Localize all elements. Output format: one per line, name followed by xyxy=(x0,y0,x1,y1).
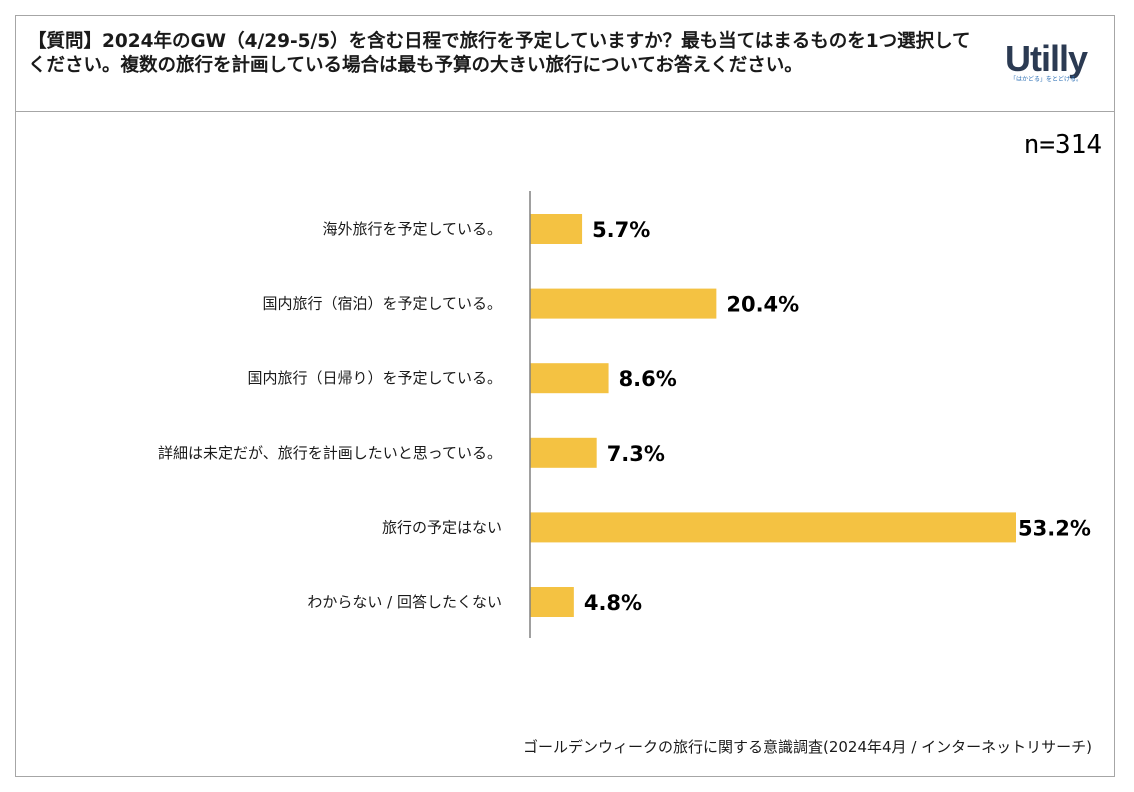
category-label-0: 海外旅行を予定している。 xyxy=(322,220,502,238)
logo-tagline: 「はかどる」をとどける。 xyxy=(1009,76,1082,83)
category-label-5: わからない / 回答したくない xyxy=(307,593,502,611)
category-label-3: 詳細は未定だが、旅行を計画したいと思っている。 xyxy=(158,444,502,462)
value-label-1: 20.4% xyxy=(726,293,799,317)
category-label-2: 国内旅行（日帰り）を予定している。 xyxy=(247,369,502,387)
value-label-2: 8.6% xyxy=(619,367,677,391)
category-label-4: 旅行の予定はない xyxy=(382,518,502,536)
bar-5 xyxy=(530,587,574,617)
bar-0 xyxy=(530,214,583,244)
bar-4 xyxy=(530,512,1016,543)
utilly-logo: Utilly 「はかどる」をとどける。 xyxy=(998,38,1094,84)
header: 【質問】2024年のGW（4/29-5/5）を含む日程で旅行を予定していますか？… xyxy=(16,16,1114,112)
bar-2 xyxy=(530,363,609,394)
value-label-5: 4.8% xyxy=(584,591,642,615)
bar-3 xyxy=(530,437,597,468)
question-text: 【質問】2024年のGW（4/29-5/5）を含む日程で旅行を予定していますか？… xyxy=(28,31,971,76)
value-label-4: 53.2% xyxy=(1018,516,1091,540)
logo-wordmark: Utilly xyxy=(1004,38,1088,79)
sample-size-label: n=314 xyxy=(1023,130,1102,160)
chart-frame: 【質問】2024年のGW（4/29-5/5）を含む日程で旅行を予定していますか？… xyxy=(15,15,1115,777)
value-label-0: 5.7% xyxy=(592,218,650,242)
source-note: ゴールデンウィークの旅行に関する意識調査(2024年4月 / インターネットリサ… xyxy=(522,738,1092,756)
category-label-1: 国内旅行（宿泊）を予定している。 xyxy=(262,295,502,313)
value-label-3: 7.3% xyxy=(607,442,665,466)
bar-1 xyxy=(530,288,717,319)
